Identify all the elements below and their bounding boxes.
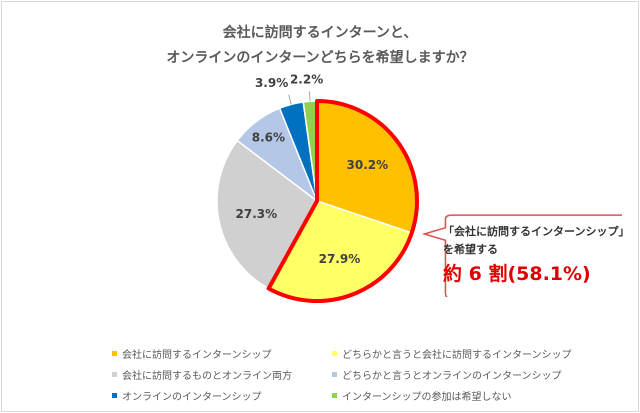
- data-label: 2.2%: [290, 72, 323, 86]
- highlight-outline: [266, 99, 419, 303]
- chart-legend: 会社に訪問するインターンシップ どちらかと言うと会社に訪問するインターンシップ会社…: [112, 346, 572, 403]
- annotation-line-3: 約 6 割(58.1%): [443, 263, 591, 285]
- chart-title-line-2: オンラインのインターンどちらを希望しますか？: [166, 50, 474, 66]
- legend-label: どちらかと言うと会社に訪問するインターンシップ: [342, 350, 572, 361]
- chart-title-line-1: 会社に訪問するインターンと、: [222, 25, 418, 41]
- data-label: 8.6%: [252, 130, 285, 144]
- legend-item: 会社に訪問するインターンシップ: [112, 346, 332, 361]
- legend-swatch: [112, 351, 117, 356]
- pie-slice: [216, 139, 318, 290]
- legend-label: インターンシップの参加は希望しない: [342, 392, 512, 403]
- legend-item: どちらかと言うとオンラインのインターンシップ: [332, 367, 562, 382]
- data-label: 3.9%: [255, 76, 288, 90]
- legend-swatch: [112, 393, 117, 398]
- legend-swatch: [332, 393, 337, 398]
- legend-item: 会社に訪問するものとオンライン両方: [112, 367, 332, 382]
- leader-line: [308, 91, 311, 102]
- annotation-callout-box: [421, 214, 622, 297]
- legend-label: オンラインのインターンシップ: [122, 392, 262, 403]
- legend-swatch: [332, 351, 337, 356]
- legend-swatch: [332, 372, 337, 377]
- data-label: 30.2%: [347, 158, 389, 172]
- legend-item: どちらかと言うと会社に訪問するインターンシップ: [332, 346, 572, 361]
- leader-line: [288, 94, 292, 105]
- data-label: 27.3%: [236, 207, 278, 221]
- legend-item: オンラインのインターンシップ: [112, 388, 332, 403]
- legend-label: どちらかと言うとオンラインのインターンシップ: [342, 371, 562, 382]
- legend-label: 会社に訪問するものとオンライン両方: [122, 371, 292, 382]
- legend-item: インターンシップの参加は希望しない: [332, 388, 552, 403]
- annotation-line-2: を希望する: [443, 243, 498, 256]
- annotation-line-1: 「会社に訪問するインターンシップ」: [443, 225, 630, 238]
- legend-label: 会社に訪問するインターンシップ: [122, 350, 272, 361]
- data-label: 27.9%: [319, 252, 361, 266]
- legend-swatch: [112, 372, 117, 377]
